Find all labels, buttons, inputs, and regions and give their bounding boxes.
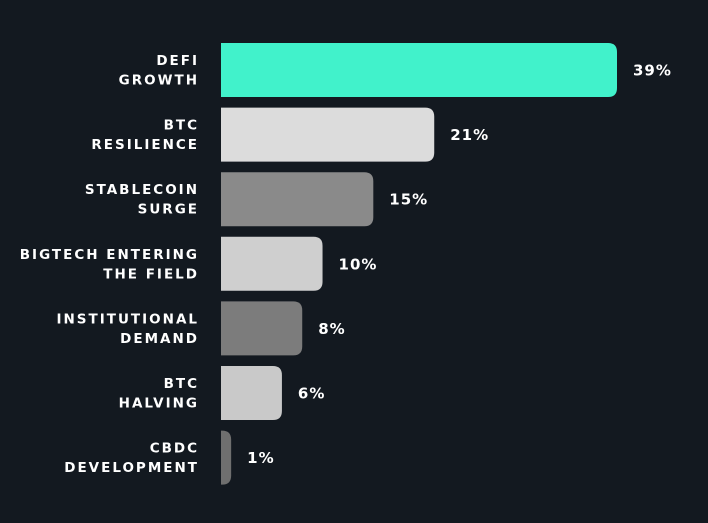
- bar-group: CBDC DEVELOPMENT 1%: [64, 430, 274, 485]
- category-label-line: STABLECOIN: [85, 182, 199, 198]
- category-label-line: BTC: [164, 376, 199, 392]
- category-label: DEFI GROWTH: [119, 53, 199, 89]
- bar: [221, 43, 617, 97]
- bar: [221, 366, 282, 420]
- bar: [221, 107, 435, 162]
- value-label: 6%: [298, 385, 325, 403]
- value-label: 10%: [339, 255, 378, 273]
- category-label-line: BTC: [164, 118, 199, 134]
- bar: [221, 430, 232, 485]
- category-label-line: RESILIENCE: [91, 137, 199, 153]
- bar-group: STABLECOIN SURGE 15%: [85, 172, 428, 227]
- bar-group: BTC HALVING 6%: [119, 366, 325, 420]
- category-label-line: DEMAND: [120, 331, 199, 347]
- category-label-line: DEFI: [156, 53, 199, 69]
- value-label: 15%: [389, 191, 428, 209]
- category-label: BTC RESILIENCE: [91, 118, 199, 154]
- category-label-line: CBDC: [150, 441, 199, 457]
- value-label: 1%: [247, 449, 274, 467]
- category-label: STABLECOIN SURGE: [85, 182, 199, 218]
- category-label: BTC HALVING: [119, 376, 199, 412]
- category-label: INSTITUTIONAL DEMAND: [56, 311, 199, 347]
- category-label-line: HALVING: [119, 396, 199, 412]
- category-label-line: GROWTH: [119, 73, 199, 89]
- bar: [221, 236, 323, 291]
- category-label-line: INSTITUTIONAL: [56, 311, 199, 327]
- bar: [221, 172, 374, 227]
- category-label-line: THE FIELD: [103, 266, 199, 282]
- value-label: 39%: [633, 62, 672, 80]
- category-label: CBDC DEVELOPMENT: [64, 441, 199, 477]
- bar-group: DEFI GROWTH 39%: [119, 43, 672, 97]
- category-label-line: DEVELOPMENT: [64, 460, 199, 476]
- category-label-line: SURGE: [138, 202, 199, 218]
- bar-group: BTC RESILIENCE 21%: [91, 107, 489, 162]
- bar-group: INSTITUTIONAL DEMAND 8%: [56, 301, 345, 356]
- category-label: BIGTECH ENTERING THE FIELD: [20, 247, 199, 283]
- bar-group: BIGTECH ENTERING THE FIELD 10%: [20, 236, 378, 291]
- category-label-line: BIGTECH ENTERING: [20, 247, 199, 263]
- value-label: 8%: [318, 320, 345, 338]
- value-label: 21%: [450, 126, 489, 144]
- bar: [221, 301, 303, 356]
